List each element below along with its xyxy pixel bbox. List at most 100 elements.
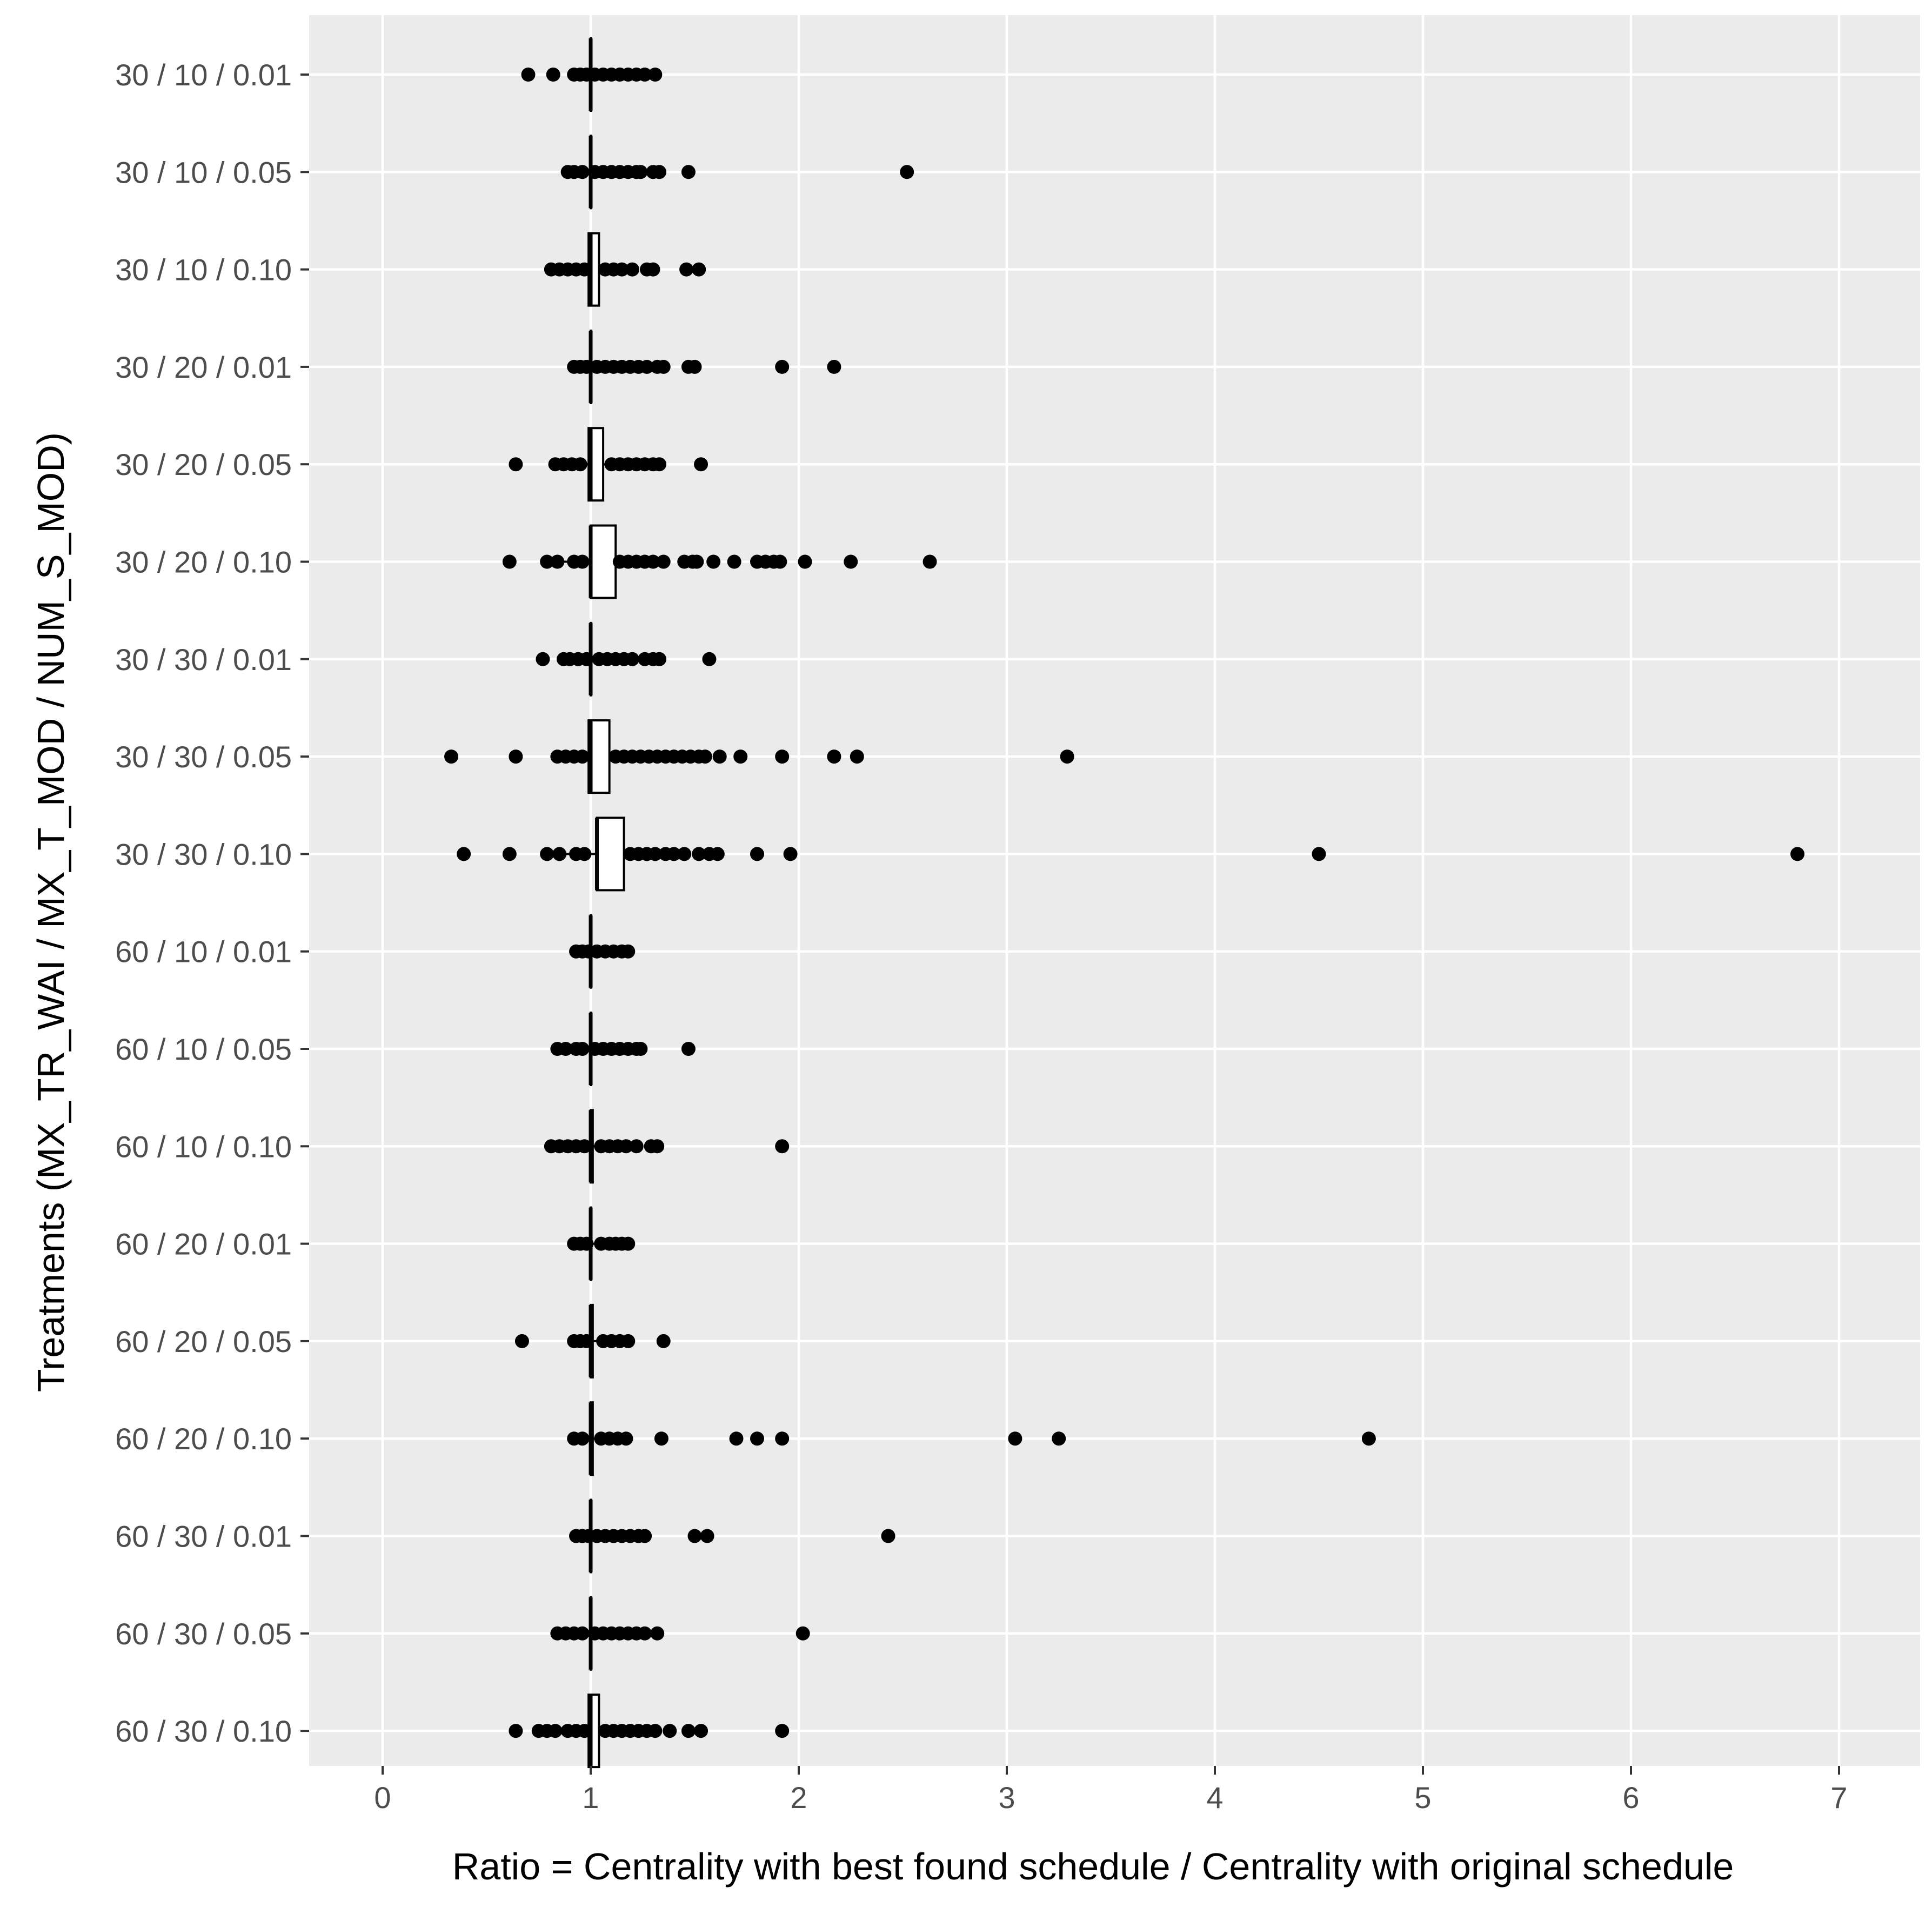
box-iqr bbox=[590, 524, 617, 599]
data-point bbox=[444, 749, 459, 764]
data-point bbox=[1790, 847, 1804, 861]
data-point bbox=[710, 847, 725, 861]
data-point bbox=[619, 1139, 633, 1154]
data-point bbox=[1008, 1431, 1022, 1446]
data-point bbox=[656, 1334, 671, 1348]
x-axis-title: Ratio = Centrality with best found sched… bbox=[452, 1845, 1734, 1888]
y-tick-label: 30 / 10 / 0.01 bbox=[115, 58, 292, 92]
data-point bbox=[575, 1626, 590, 1641]
data-point bbox=[550, 554, 565, 569]
y-tick-label: 30 / 10 / 0.10 bbox=[115, 253, 292, 287]
data-point bbox=[573, 457, 587, 472]
y-axis: 30 / 10 / 0.01 30 / 10 / 0.05 30 / 10 / 0.… bbox=[115, 58, 309, 1748]
data-point bbox=[681, 165, 696, 179]
data-point bbox=[775, 1724, 790, 1738]
data-point bbox=[457, 847, 471, 861]
data-point bbox=[648, 847, 663, 861]
data-point bbox=[577, 262, 592, 277]
data-point bbox=[922, 554, 937, 569]
data-point bbox=[625, 262, 639, 277]
data-point bbox=[638, 1626, 652, 1641]
x-tick-label: 2 bbox=[790, 1781, 807, 1815]
y-tick-label: 30 / 20 / 0.01 bbox=[115, 350, 292, 384]
y-axis-title: Treatments (MX_TR_WAI / MX_T_MOD / NUM_S… bbox=[30, 432, 72, 1392]
data-point bbox=[692, 847, 706, 861]
data-point bbox=[650, 1626, 665, 1641]
x-axis: 0 1 2 3 4 5 6 7 bbox=[374, 1766, 1848, 1815]
data-point bbox=[656, 359, 671, 374]
data-point bbox=[579, 652, 594, 666]
y-tick-label: 30 / 20 / 0.10 bbox=[115, 545, 292, 579]
data-point bbox=[700, 1529, 714, 1543]
data-point bbox=[575, 1431, 590, 1446]
data-point bbox=[687, 359, 702, 374]
y-tick-label: 60 / 30 / 0.10 bbox=[115, 1714, 292, 1748]
data-point bbox=[652, 457, 667, 472]
data-point bbox=[775, 749, 790, 764]
data-point bbox=[577, 847, 592, 861]
data-point bbox=[694, 1724, 708, 1738]
data-point bbox=[540, 847, 554, 861]
data-point bbox=[827, 749, 841, 764]
y-tick-label: 30 / 10 / 0.05 bbox=[115, 155, 292, 189]
data-point bbox=[773, 554, 787, 569]
data-point bbox=[1312, 847, 1326, 861]
data-points bbox=[444, 68, 1804, 1738]
y-tick-label: 60 / 10 / 0.01 bbox=[115, 935, 292, 969]
data-point bbox=[692, 262, 706, 277]
data-point bbox=[577, 1724, 592, 1738]
data-point bbox=[577, 1139, 592, 1154]
data-point bbox=[646, 262, 660, 277]
data-point bbox=[619, 1431, 633, 1446]
data-point bbox=[656, 554, 671, 569]
data-point bbox=[575, 749, 590, 764]
data-point bbox=[694, 457, 708, 472]
data-point bbox=[750, 1431, 764, 1446]
data-point bbox=[677, 847, 692, 861]
data-point bbox=[654, 1431, 668, 1446]
data-point bbox=[509, 749, 523, 764]
data-point bbox=[621, 944, 636, 959]
data-point bbox=[667, 847, 681, 861]
data-point bbox=[844, 554, 858, 569]
data-point bbox=[575, 165, 590, 179]
data-point bbox=[633, 1042, 648, 1056]
data-point bbox=[521, 68, 536, 82]
y-tick-label: 30 / 30 / 0.01 bbox=[115, 643, 292, 677]
data-point bbox=[625, 652, 639, 666]
data-point bbox=[702, 652, 717, 666]
data-point bbox=[681, 1724, 696, 1738]
data-point bbox=[652, 165, 667, 179]
box-iqr bbox=[596, 817, 625, 892]
data-point bbox=[775, 359, 790, 374]
data-point bbox=[783, 847, 798, 861]
data-point bbox=[727, 554, 741, 569]
data-point bbox=[546, 68, 560, 82]
data-point bbox=[881, 1529, 895, 1543]
y-tick-label: 60 / 10 / 0.05 bbox=[115, 1032, 292, 1066]
data-point bbox=[698, 749, 712, 764]
data-point bbox=[650, 1139, 665, 1154]
data-point bbox=[795, 1626, 810, 1641]
data-point bbox=[798, 554, 812, 569]
data-point bbox=[509, 457, 523, 472]
data-point bbox=[687, 1529, 702, 1543]
data-point bbox=[579, 1334, 594, 1348]
data-point bbox=[638, 68, 652, 82]
data-point bbox=[540, 554, 554, 569]
data-point bbox=[1060, 749, 1074, 764]
x-tick-label: 7 bbox=[1830, 1781, 1847, 1815]
data-point bbox=[621, 1236, 636, 1251]
data-point bbox=[900, 165, 914, 179]
data-point bbox=[548, 1724, 563, 1738]
data-point bbox=[514, 1334, 529, 1348]
data-point bbox=[536, 652, 550, 666]
data-point bbox=[663, 1724, 677, 1738]
data-point bbox=[621, 1334, 636, 1348]
data-point bbox=[712, 749, 727, 764]
data-point bbox=[733, 749, 748, 764]
data-point bbox=[850, 749, 864, 764]
data-point bbox=[614, 262, 629, 277]
x-tick-label: 3 bbox=[998, 1781, 1015, 1815]
